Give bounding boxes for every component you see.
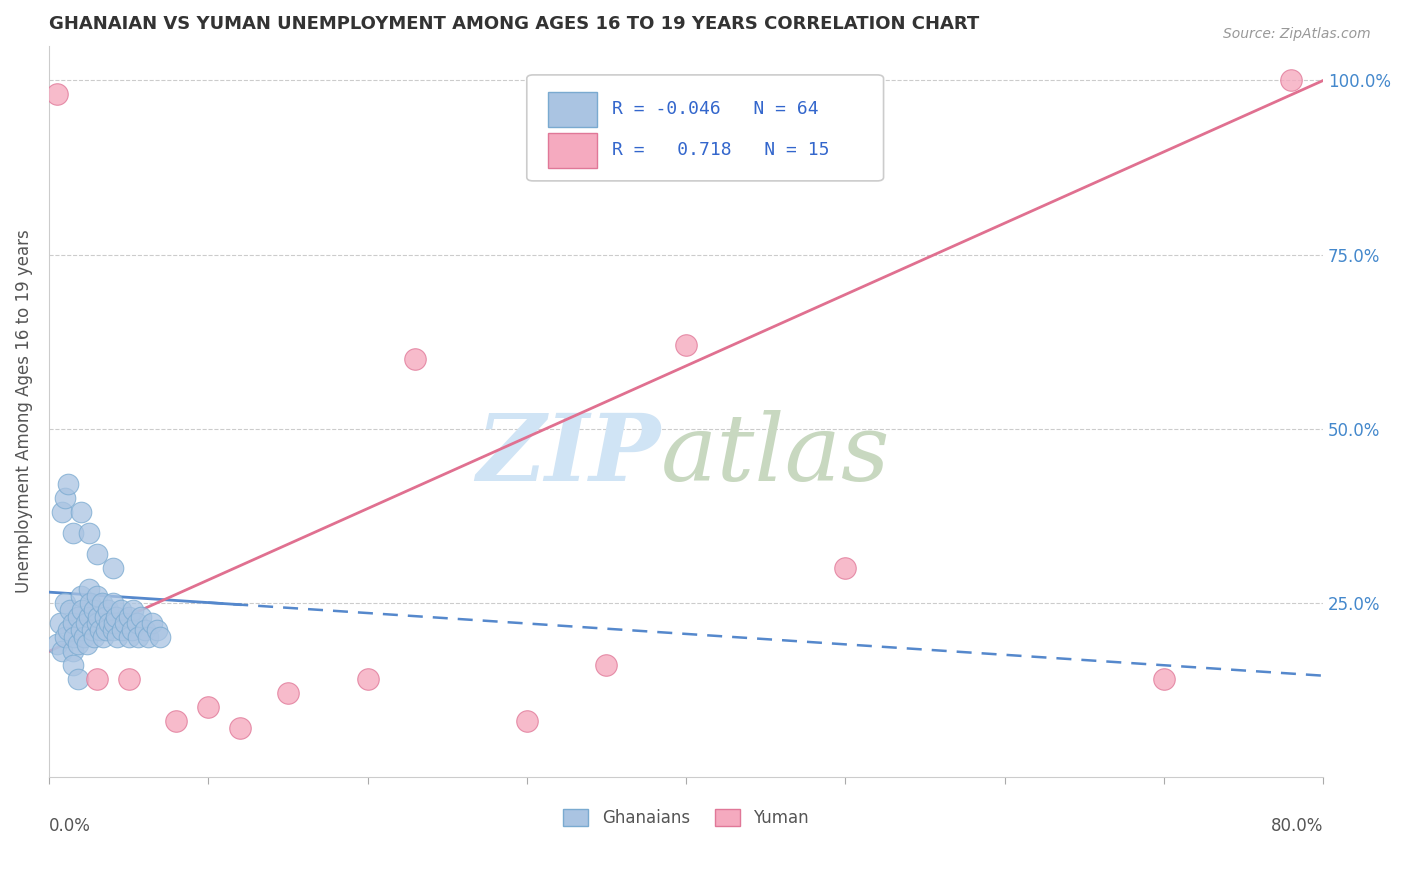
Point (1279, 73, 1302, 87)
Point (127, 631, 149, 645)
Point (49, 616, 72, 631)
Point (72, 602, 94, 616)
Point (125, 616, 148, 631)
Point (122, 602, 145, 616)
Point (76, 637, 98, 651)
Point (53, 596, 76, 610)
Point (104, 609, 127, 624)
Point (675, 338, 697, 352)
Text: atlas: atlas (661, 410, 890, 500)
Point (45, 87, 67, 102)
Text: Source: ZipAtlas.com: Source: ZipAtlas.com (1223, 27, 1371, 41)
Point (69, 624, 91, 638)
Point (59, 602, 82, 616)
Point (277, 686, 299, 700)
Point (97, 602, 120, 616)
Text: 0.0%: 0.0% (49, 817, 91, 835)
Point (86, 589, 108, 603)
Point (107, 631, 129, 645)
Point (516, 714, 538, 728)
Point (56, 624, 79, 638)
Point (62, 658, 84, 673)
Point (149, 631, 172, 645)
Point (83, 602, 105, 616)
Point (69, 505, 91, 519)
Text: R =   0.718   N = 15: R = 0.718 N = 15 (612, 141, 830, 159)
Point (98, 616, 121, 631)
Point (96, 624, 118, 638)
Point (91, 631, 114, 645)
Point (63, 631, 86, 645)
Point (110, 602, 132, 616)
Point (45, 637, 67, 651)
Point (93, 609, 115, 624)
Point (131, 609, 153, 624)
Point (101, 561, 124, 575)
Point (66, 609, 89, 624)
Point (103, 616, 125, 631)
Point (53, 491, 76, 505)
Legend: Ghanaians, Yuman: Ghanaians, Yuman (557, 803, 815, 834)
Point (87, 609, 110, 624)
Point (117, 672, 139, 686)
Point (62, 616, 84, 631)
Point (77, 582, 100, 596)
Text: GHANAIAN VS YUMAN UNEMPLOYMENT AMONG AGES 16 TO 19 YEARS CORRELATION CHART: GHANAIAN VS YUMAN UNEMPLOYMENT AMONG AGE… (49, 15, 979, 33)
Text: R = -0.046   N = 64: R = -0.046 N = 64 (612, 100, 818, 119)
Point (77, 526, 100, 541)
Point (146, 624, 169, 638)
Point (114, 616, 136, 631)
Text: 80.0%: 80.0% (1271, 817, 1323, 835)
Y-axis label: Unemployment Among Ages 16 to 19 years: Unemployment Among Ages 16 to 19 years (15, 229, 32, 593)
Point (111, 624, 134, 638)
Point (165, 714, 187, 728)
Point (83, 631, 105, 645)
Point (595, 658, 617, 673)
Point (1153, 672, 1175, 686)
Bar (548, 133, 598, 168)
Point (77, 609, 100, 624)
Point (101, 624, 124, 638)
Bar (548, 92, 598, 127)
Point (66, 637, 89, 651)
Point (89, 624, 111, 638)
Point (121, 624, 143, 638)
Point (86, 672, 108, 686)
Point (73, 631, 96, 645)
Point (136, 631, 159, 645)
Point (117, 609, 139, 624)
Point (53, 631, 76, 645)
Point (86, 547, 108, 561)
Point (356, 672, 378, 686)
Point (79, 596, 101, 610)
Point (66, 672, 89, 686)
Point (197, 700, 219, 714)
Point (62, 526, 84, 541)
Point (141, 616, 163, 631)
Point (75, 616, 97, 631)
Point (62, 644, 84, 658)
FancyBboxPatch shape (527, 75, 883, 181)
Point (69, 589, 91, 603)
Point (101, 596, 124, 610)
Point (834, 561, 856, 575)
Point (404, 351, 426, 366)
Point (56, 477, 79, 491)
Point (51, 505, 73, 519)
Point (134, 624, 156, 638)
Text: ZIP: ZIP (477, 410, 661, 500)
Point (51, 644, 73, 658)
Point (80, 624, 103, 638)
Point (86, 616, 108, 631)
Point (229, 721, 252, 735)
Point (117, 631, 139, 645)
Point (90, 596, 112, 610)
